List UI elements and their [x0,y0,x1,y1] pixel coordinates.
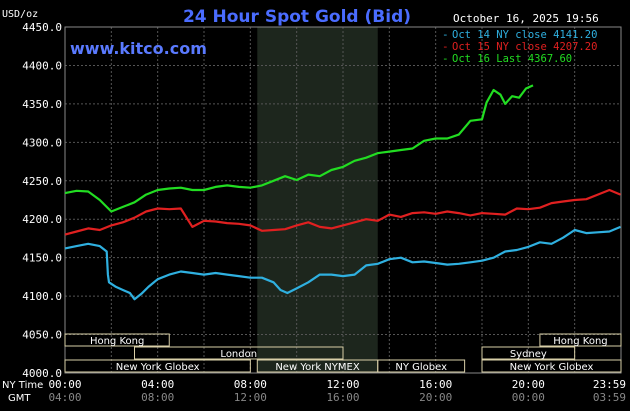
session-bar [481,346,576,360]
x-tick-label-ny: 23:59 [593,378,626,391]
session-label: NY Globex [395,362,447,373]
y-tick-label: 4150.0 [22,252,62,265]
session-label: London [220,349,257,360]
price-series [64,84,621,301]
y-tick-label: 4400.0 [22,59,62,72]
x-tick-label-gmt: 20:00 [419,391,452,404]
series-line-0 [64,225,621,301]
plot-frame [64,26,622,374]
session-bar [539,333,622,347]
legend-marker: - [442,52,449,65]
trading-sessions: Hong Kong Hong Kong London Sydney New York G… [64,333,622,373]
x-tick-label-ny: 16:00 [419,378,452,391]
chart-title: 24 Hour Spot Gold (Bid) [183,7,411,27]
session-bar [377,359,466,373]
series-line-2 [64,84,534,213]
session-label: New York NYMEX [275,362,360,373]
session-label: New York Globex [116,362,200,373]
y-tick-label: 4300.0 [22,136,62,149]
gmt-label: GMT [8,393,31,404]
x-axis-ticks: 00:0004:0004:0008:0008:0012:0012:0016:00… [48,378,626,404]
legend: - Oct 14 NY close 4141.20- Oct 15 NY close… [442,28,597,65]
session-bar [481,359,622,373]
x-tick-label-gmt: 12:00 [234,391,267,404]
x-tick-label-ny: 08:00 [234,378,267,391]
y-axis-ticks: 4450.0 4400.0 4350.0 4300.0 4250.0 4200.0 4150… [22,21,62,380]
x-tick-label-gmt: 00:00 [512,391,545,404]
legend-marker: - [442,40,449,53]
legend-marker: - [442,28,449,41]
y-tick-label: 4000.0 [22,367,62,380]
y-tick-label: 4200.0 [22,213,62,226]
y-tick-label: 4250.0 [22,175,62,188]
x-tick-label-ny: 20:00 [512,378,545,391]
x-tick-label-ny: 00:00 [48,378,81,391]
x-tick-label-gmt: 16:00 [326,391,359,404]
nymex-session-shading [257,27,378,373]
legend-entry: Oct 16 Last 4367.60 [452,53,572,65]
ny-time-label: NY Time [2,380,43,391]
x-tick-label-ny: 04:00 [141,378,174,391]
x-tick-label-gmt: 08:00 [141,391,174,404]
unit-label: USD/oz [2,9,38,20]
session-label: New York Globex [510,362,594,373]
session-label: Hong Kong [90,336,144,347]
x-tick-label-ny: 12:00 [326,378,359,391]
y-tick-label: 4100.0 [22,290,62,303]
session-label: Sydney [510,349,547,360]
series-line-1 [64,188,621,236]
datetime-label: October 16, 2025 19:56 [453,12,599,25]
session-bar [64,333,170,347]
legend-entry: Oct 14 NY close 4141.20 [452,29,597,41]
legend-entry: Oct 15 NY close 4207.20 [452,41,597,53]
x-tick-label-gmt: 03:59 [593,391,626,404]
grid-lines [65,27,621,373]
y-tick-label: 4450.0 [22,21,62,34]
watermark: www.kitco.com [70,39,207,58]
session-label: Hong Kong [553,336,607,347]
session-bar [64,359,251,373]
session-bar [134,346,344,360]
y-tick-label: 4050.0 [22,329,62,342]
x-tick-label-gmt: 04:00 [48,391,81,404]
y-tick-label: 4350.0 [22,98,62,111]
